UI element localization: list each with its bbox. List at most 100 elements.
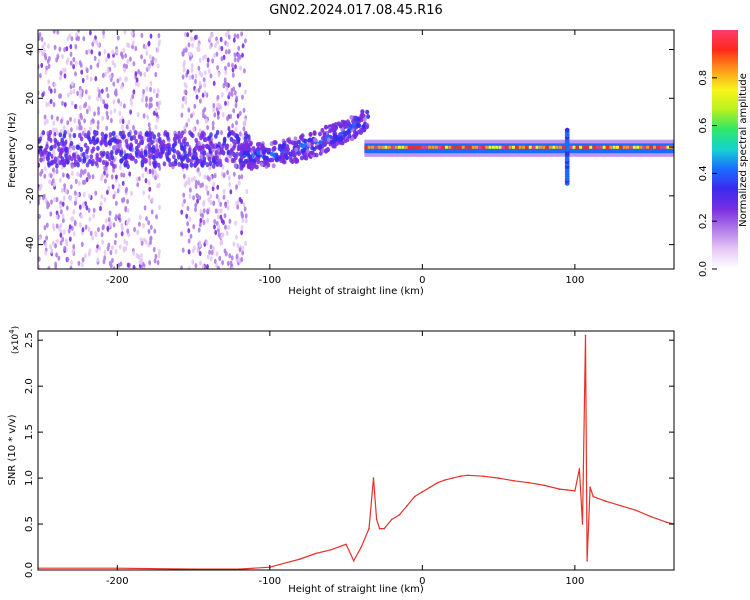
heatmap-cell bbox=[198, 128, 202, 134]
snr-point bbox=[558, 488, 561, 490]
heatmap-cell bbox=[89, 154, 94, 160]
heatmap-cell bbox=[646, 145, 650, 149]
heatmap-cell bbox=[391, 145, 395, 149]
heatmap-cell bbox=[76, 192, 80, 198]
heatmap-cell bbox=[180, 231, 183, 237]
heatmap-cell bbox=[421, 145, 425, 149]
heatmap-cell bbox=[180, 157, 184, 163]
heatmap-cell bbox=[39, 73, 42, 79]
snr-plot-area bbox=[38, 334, 674, 570]
heatmap-cell bbox=[281, 144, 285, 150]
heatmap-cell bbox=[136, 229, 140, 235]
heatmap-cell bbox=[206, 190, 210, 196]
heatmap-cell bbox=[123, 30, 127, 35]
heatmap-cell bbox=[232, 37, 236, 43]
heatmap-cell bbox=[52, 225, 56, 232]
heatmap-cell bbox=[250, 161, 255, 166]
heatmap-cell bbox=[227, 126, 231, 132]
heatmap-cell bbox=[142, 113, 146, 119]
heatmap-cell bbox=[156, 47, 160, 53]
heatmap-cell bbox=[79, 146, 84, 152]
heatmap-cell bbox=[240, 210, 244, 217]
heatmap-cell bbox=[225, 86, 229, 92]
heatmap-cell bbox=[98, 89, 101, 95]
heatmap-cell bbox=[212, 200, 216, 206]
heatmap-cell bbox=[157, 182, 161, 188]
heatmap-cell bbox=[189, 158, 193, 164]
heatmap-cell bbox=[70, 100, 74, 106]
heatmap-cell bbox=[45, 65, 48, 71]
heatmap-cell bbox=[231, 62, 234, 68]
heatmap-cell bbox=[213, 258, 217, 264]
snr-point bbox=[586, 560, 588, 562]
heatmap-cell bbox=[96, 42, 100, 48]
heatmap-cell bbox=[206, 57, 210, 63]
heatmap-cell bbox=[70, 260, 73, 266]
heatmap-cell bbox=[51, 240, 55, 246]
heatmap-cell bbox=[515, 145, 519, 149]
snr-point bbox=[589, 486, 591, 489]
heatmap-cell bbox=[47, 43, 50, 49]
heatmap-cell bbox=[384, 145, 388, 149]
heatmap-cell bbox=[199, 149, 204, 156]
heatmap-cell bbox=[116, 78, 120, 84]
heatmap-cell bbox=[220, 92, 224, 98]
heatmap-cell bbox=[77, 30, 80, 33]
heatmap-cell bbox=[234, 220, 238, 226]
heatmap-cell bbox=[244, 240, 248, 246]
heatmap-cell bbox=[224, 69, 228, 76]
heatmap-cell bbox=[236, 57, 240, 63]
heatmap-cell bbox=[101, 136, 105, 142]
heatmap-cell bbox=[43, 225, 47, 231]
heatmap-cell bbox=[88, 95, 91, 101]
heatmap-cell bbox=[119, 118, 122, 124]
heatmap-cell bbox=[663, 145, 666, 149]
heatmap-cell bbox=[259, 161, 264, 167]
heatmap-cell bbox=[65, 241, 69, 247]
heatmap-cell bbox=[197, 65, 201, 71]
heatmap-cell bbox=[87, 226, 91, 232]
heatmap-cell bbox=[272, 152, 276, 158]
heatmap-cell bbox=[59, 209, 63, 215]
heatmap-cell bbox=[90, 148, 94, 154]
heatmap-cell bbox=[649, 145, 653, 149]
heatmap-cell bbox=[187, 249, 191, 255]
heatmap-cell bbox=[180, 112, 184, 118]
heatmap-cell bbox=[43, 120, 47, 126]
heatmap-cell bbox=[105, 150, 110, 157]
heatmap-cell bbox=[134, 138, 139, 145]
heatmap-cell bbox=[106, 114, 110, 121]
heatmap-cell bbox=[224, 65, 227, 71]
heatmap-cell bbox=[210, 32, 214, 38]
heatmap-cell bbox=[154, 175, 157, 181]
heatmap-cell bbox=[144, 44, 148, 51]
heatmap-cell bbox=[231, 123, 235, 129]
heatmap-cell bbox=[232, 108, 236, 114]
heatmap-cell bbox=[72, 132, 77, 139]
heatmap-cell bbox=[194, 202, 198, 208]
heatmap-cell bbox=[219, 208, 223, 214]
heatmap-cell bbox=[70, 170, 74, 176]
heatmap-cell bbox=[204, 70, 207, 76]
heatmap-cell bbox=[177, 161, 181, 167]
heatmap-cell bbox=[63, 47, 66, 53]
heatmap-cell bbox=[171, 161, 175, 167]
heatmap-cell bbox=[308, 132, 313, 137]
heatmap-cell bbox=[138, 259, 142, 265]
heatmap-cell bbox=[187, 117, 191, 123]
heatmap-cell bbox=[91, 136, 96, 142]
heatmap-cell bbox=[106, 225, 110, 231]
heatmap-cell bbox=[241, 146, 245, 152]
heatmap-cell bbox=[656, 145, 660, 149]
heatmap-cell bbox=[217, 72, 221, 78]
heatmap-cell bbox=[111, 184, 115, 190]
snr-y-multiplier: (x104) bbox=[8, 326, 21, 354]
heatmap-cell bbox=[73, 200, 77, 206]
heatmap-cell bbox=[84, 224, 88, 230]
heatmap-cell bbox=[55, 163, 59, 169]
heatmap-cell bbox=[207, 135, 211, 141]
heatmap-cell bbox=[143, 157, 147, 163]
snr-point bbox=[429, 486, 431, 489]
heatmap-cell bbox=[224, 32, 228, 38]
heatmap-cell bbox=[408, 145, 411, 149]
